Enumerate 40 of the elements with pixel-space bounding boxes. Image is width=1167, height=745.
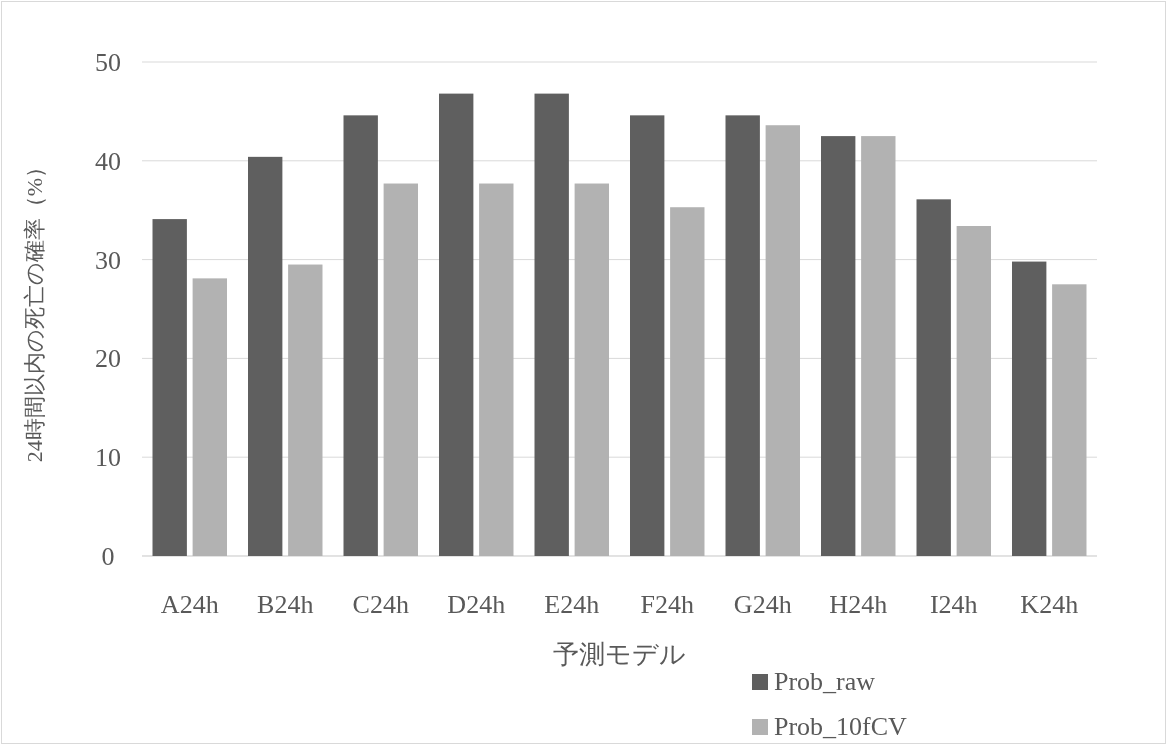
bar xyxy=(861,136,896,556)
y-tick-label: 10 xyxy=(95,443,121,473)
y-tick-label: 20 xyxy=(95,344,121,374)
bar xyxy=(152,219,187,556)
x-tick-label: I24h xyxy=(929,590,978,619)
bar xyxy=(670,207,705,556)
legend-label: Prob_raw xyxy=(774,667,876,696)
bar xyxy=(574,183,609,556)
x-tick-label: H24h xyxy=(829,590,888,619)
y-tick-label: 40 xyxy=(95,146,121,176)
x-tick-label: K24h xyxy=(1020,590,1079,619)
bar xyxy=(630,115,665,556)
y-tick-label: 30 xyxy=(95,245,121,275)
bar xyxy=(1012,261,1047,556)
y-axis-title: 24時間以内の死亡の確率（%） xyxy=(22,155,47,463)
bar xyxy=(956,226,991,556)
bar xyxy=(916,199,951,556)
x-tick-label: C24h xyxy=(352,590,409,619)
bar xyxy=(725,115,760,556)
bar xyxy=(439,93,474,556)
x-tick-label: A24h xyxy=(160,590,219,619)
x-tick-label: E24h xyxy=(544,590,600,619)
bar xyxy=(821,136,856,556)
bar xyxy=(288,264,323,556)
x-tick-label: D24h xyxy=(447,590,506,619)
bar xyxy=(383,183,418,556)
bar xyxy=(765,125,800,556)
y-tick-label: 50 xyxy=(95,48,121,77)
legend-label: Prob_10fCV xyxy=(774,712,908,741)
x-tick-label: F24h xyxy=(640,590,694,619)
x-tick-label: B24h xyxy=(257,590,314,619)
x-axis-title: 予測モデル xyxy=(553,640,686,669)
bar xyxy=(534,93,569,556)
bar xyxy=(248,156,283,556)
bar xyxy=(192,278,227,556)
x-tick-label: G24h xyxy=(733,590,792,619)
bar xyxy=(479,183,514,556)
bar xyxy=(343,115,378,556)
y-tick-label: 0 xyxy=(101,542,115,571)
bar xyxy=(1052,284,1087,556)
